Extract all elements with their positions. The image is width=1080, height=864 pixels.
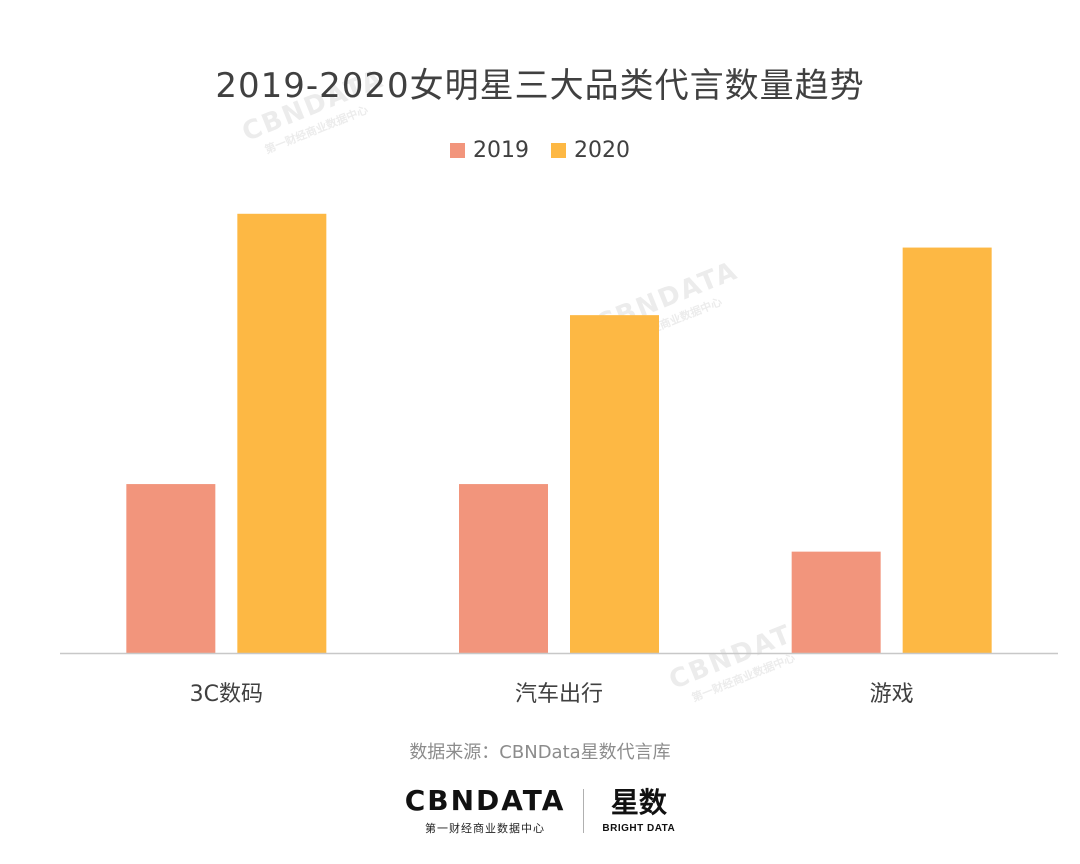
bar-2019-1: [459, 484, 548, 653]
bar-2020-1: [570, 315, 659, 653]
brightdata-logo-text: 星数: [610, 786, 667, 819]
legend-swatch-2020: [551, 143, 566, 158]
bar-2019-2: [791, 551, 881, 653]
source-note: 数据来源：CBNData星数代言库: [409, 742, 671, 763]
chart-title: 2019-2020女明星三大品类代言数量趋势: [215, 66, 865, 106]
legend: 2019 2020: [0, 138, 1080, 163]
bar-2020-2: [902, 247, 992, 654]
brightdata-logo: 星数 BRIGHT DATA: [602, 786, 676, 835]
legend-label-2020: 2020: [574, 138, 630, 163]
x-tick-label: 3C数码: [190, 682, 263, 707]
cbndata-logo: CBNDATA 第一财经商业数据中心: [405, 786, 566, 836]
x-tick-label: 游戏: [870, 682, 914, 707]
brand-divider: [583, 789, 585, 833]
brightdata-logo-sub: BRIGHT DATA: [602, 823, 676, 834]
brand-footer: CBNDATA 第一财经商业数据中心 星数 BRIGHT DATA: [0, 786, 1080, 836]
x-tick-label: 汽车出行: [515, 682, 603, 707]
legend-swatch-2019: [450, 143, 465, 158]
cbndata-logo-sub: 第一财经商业数据中心: [425, 822, 546, 835]
cbndata-logo-text: CBNDATA: [404, 784, 566, 817]
bar-2020-0: [237, 213, 327, 654]
legend-item-2019: 2019: [450, 138, 529, 163]
legend-item-2020: 2020: [551, 138, 630, 163]
legend-label-2019: 2019: [473, 138, 529, 163]
bar-2019-0: [126, 484, 216, 653]
